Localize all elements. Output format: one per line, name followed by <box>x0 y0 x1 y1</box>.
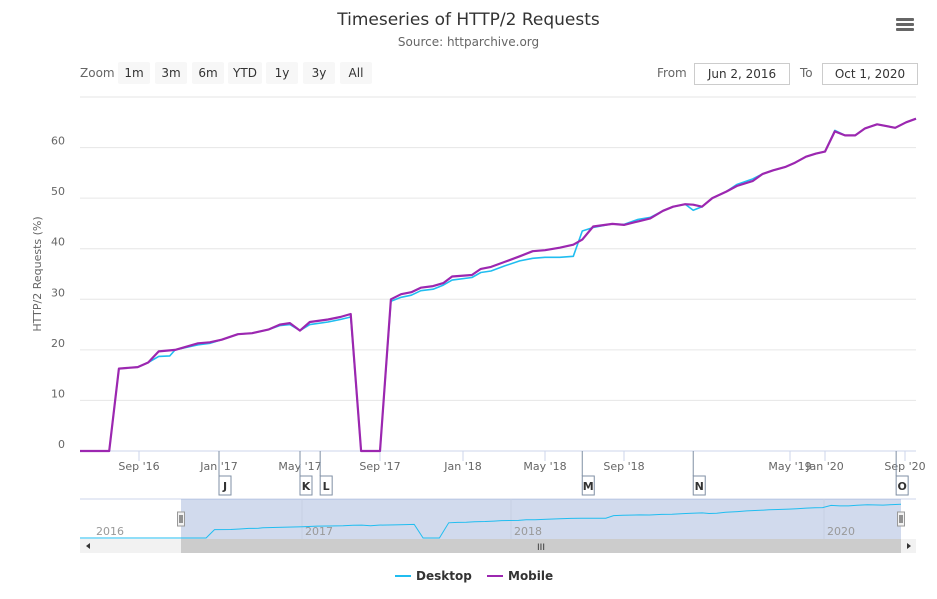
zoom-label: Zoom <box>80 66 115 80</box>
legend-label-mobile: Mobile <box>508 569 554 583</box>
chart-subtitle: Source: httparchive.org <box>397 35 540 49</box>
from-date-input[interactable]: Jun 2, 2016 <box>694 63 790 85</box>
zoom-3m-button[interactable]: 3m <box>155 62 187 84</box>
zoom-6m-button[interactable]: 6m <box>192 62 224 84</box>
navigator-year-label: 2017 <box>305 525 333 538</box>
scrollbar-grip-icon: III <box>537 543 545 553</box>
to-date-input[interactable]: Oct 1, 2020 <box>822 63 918 85</box>
flag-label: L <box>323 480 330 493</box>
flag-l: L <box>319 451 333 496</box>
flag-label: N <box>695 480 704 493</box>
flag-m: M <box>581 451 595 496</box>
zoom-ytd-button[interactable]: YTD <box>228 62 262 84</box>
y-tick-label: 30 <box>51 286 65 299</box>
zoom-all-button[interactable]: All <box>340 62 372 84</box>
zoom-1m-button[interactable]: 1m <box>118 62 150 84</box>
to-label: To <box>800 66 813 80</box>
navigator-year-label: 2020 <box>827 525 855 538</box>
y-axis-label: HTTP/2 Requests (%) <box>31 216 44 331</box>
x-tick-label: May '18 <box>523 460 566 473</box>
x-tick-label: Sep '17 <box>359 460 400 473</box>
zoom-1y-button[interactable]: 1y <box>266 62 298 84</box>
x-tick-label: Jan '20 <box>805 460 843 473</box>
y-tick-label: 20 <box>51 337 65 350</box>
flag-box <box>218 475 232 496</box>
flag-o: O <box>895 451 909 496</box>
flag-label: K <box>302 480 311 493</box>
navigator-year-label: 2018 <box>514 525 542 538</box>
flag-n: N <box>692 451 706 496</box>
scrollbar-left-arrow-icon[interactable] <box>86 543 90 549</box>
navigator-handle-right[interactable] <box>897 511 905 527</box>
flag-box <box>581 475 595 496</box>
legend-swatch-mobile <box>487 575 503 577</box>
navigator-series <box>80 503 902 539</box>
navigator-year-label: 2016 <box>96 525 124 538</box>
legend-label-desktop: Desktop <box>416 569 472 583</box>
flag-box <box>319 475 333 496</box>
y-tick-label: 40 <box>51 236 65 249</box>
navigator-handle-left[interactable] <box>177 511 185 527</box>
x-tick-label: Jan '18 <box>443 460 481 473</box>
y-tick-label: 50 <box>51 185 65 198</box>
flag-label: O <box>897 480 906 493</box>
x-tick-label: Sep '20 <box>884 460 925 473</box>
x-tick-label: Sep '18 <box>603 460 644 473</box>
y-tick-label: 10 <box>51 387 65 400</box>
x-tick-label: May '19 <box>768 460 811 473</box>
zoom-3y-button[interactable]: 3y <box>303 62 335 84</box>
legend-item-desktop[interactable]: Desktop <box>395 569 472 583</box>
hamburger-menu-icon[interactable] <box>896 18 914 32</box>
legend-swatch-desktop <box>395 575 411 577</box>
handle-box <box>177 511 185 527</box>
flag-label: J <box>222 480 227 493</box>
flag-j: J <box>218 451 232 496</box>
scrollbar-thumb[interactable] <box>181 539 901 553</box>
series-line-mobile <box>80 117 917 453</box>
flag-k: K <box>299 451 313 496</box>
flag-box <box>692 475 706 496</box>
y-tick-label: 60 <box>51 135 65 148</box>
flag-box <box>895 475 909 496</box>
chart-title: Timeseries of HTTP/2 Requests <box>337 10 600 30</box>
series-line-desktop <box>80 117 917 452</box>
flag-label: M <box>583 480 594 493</box>
y-tick-label: 0 <box>58 438 65 451</box>
flag-box <box>299 475 313 496</box>
legend-item-mobile[interactable]: Mobile <box>487 569 553 583</box>
from-label: From <box>657 66 687 80</box>
x-tick-label: Sep '16 <box>118 460 159 473</box>
scrollbar-right-arrow-icon[interactable] <box>907 543 911 549</box>
handle-box <box>897 511 905 527</box>
